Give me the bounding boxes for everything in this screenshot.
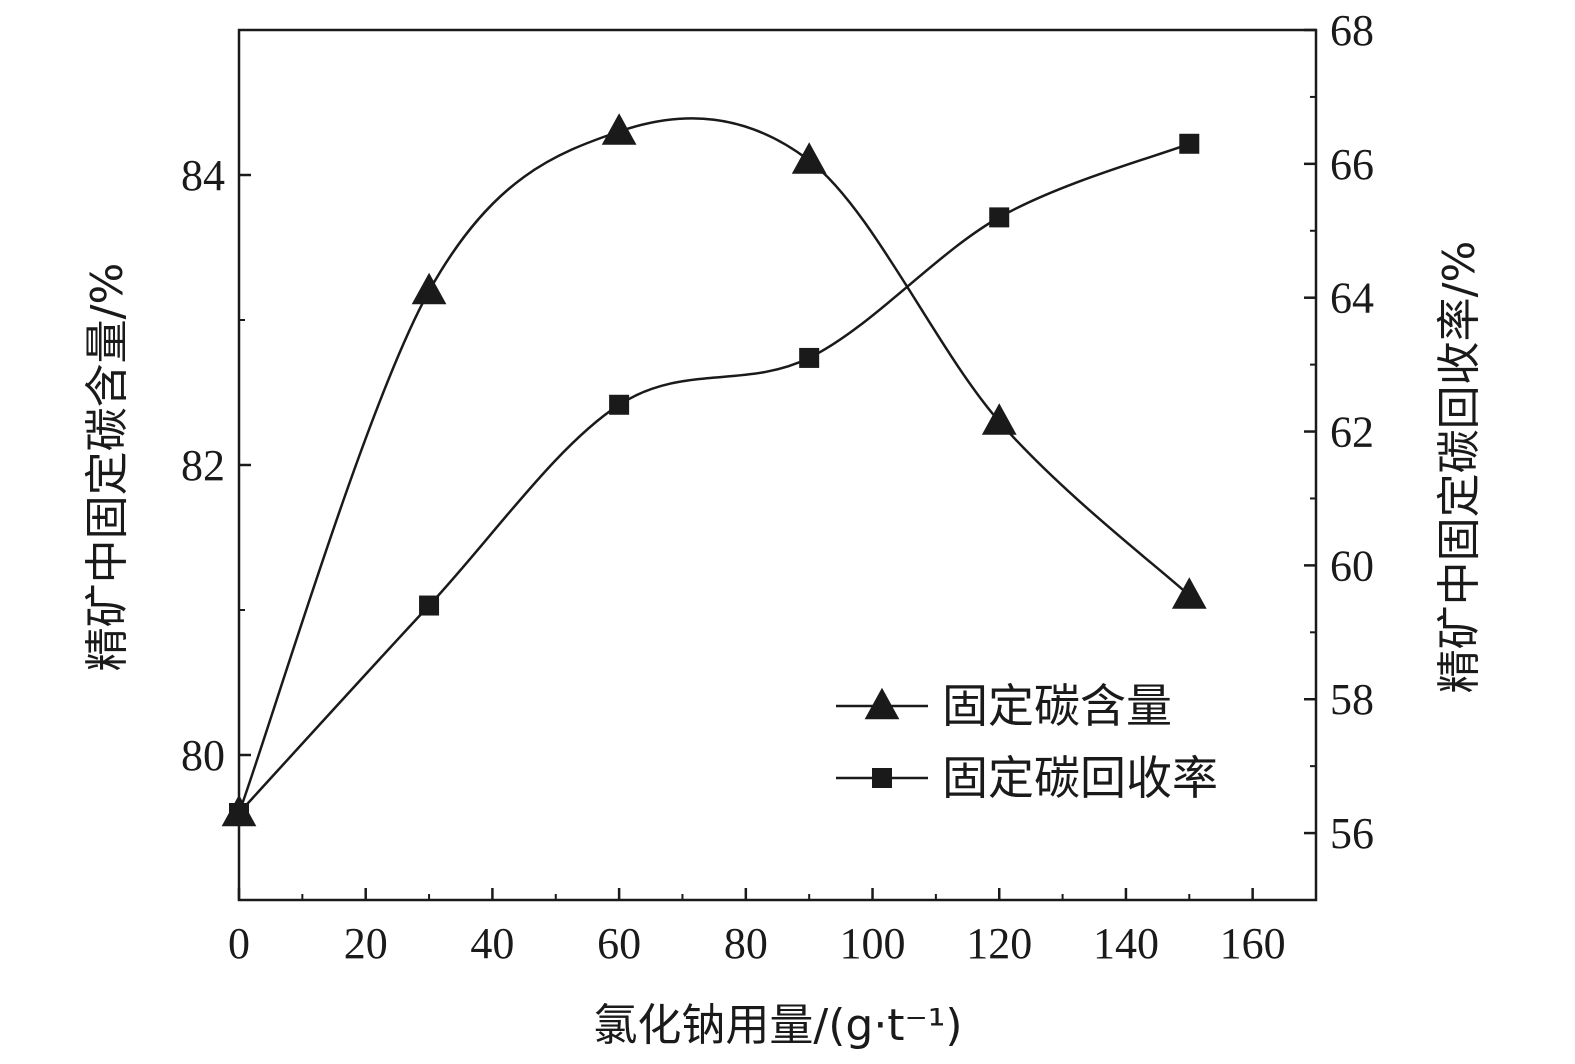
- x-tick-label: 0: [228, 919, 250, 968]
- x-axis-title: 氯化钠用量/(g·t⁻¹): [593, 1000, 962, 1051]
- series-line: [238, 142, 1190, 814]
- legend-marker: [872, 768, 892, 788]
- data-point: [799, 347, 820, 368]
- data-point: [411, 272, 447, 305]
- x-axis-ticks: 0 20 40 60 80 100 120 140 160: [228, 888, 1286, 968]
- data-point: [229, 803, 249, 823]
- x-tick-label: 120: [966, 919, 1032, 968]
- legend-item: 固定碳含量: [836, 679, 1172, 733]
- right-y-tick-label: 62: [1330, 408, 1374, 457]
- legend-marker: [864, 687, 900, 720]
- x-tick-label: 100: [840, 919, 906, 968]
- right-y-axis-ticks: 56 58 60 62 64 66 68: [1304, 6, 1374, 858]
- left-y-axis-ticks: 80 82 84: [181, 151, 251, 780]
- right-y-tick-label: 58: [1330, 675, 1374, 724]
- series-layer: [221, 113, 1207, 827]
- x-tick-label: 40: [470, 919, 514, 968]
- data-point: [601, 113, 637, 145]
- right-y-tick-label: 56: [1330, 809, 1374, 858]
- right-y-tick-label: 68: [1330, 6, 1374, 55]
- right-y-axis-title: 精矿中固定碳回收率/%: [1434, 241, 1485, 694]
- legend-label: 固定碳回收率: [942, 751, 1218, 805]
- x-tick-label: 60: [597, 919, 641, 968]
- left-y-tick-label: 80: [181, 731, 225, 780]
- data-point: [989, 207, 1010, 228]
- x-tick-label: 160: [1220, 919, 1286, 968]
- legend-label: 固定碳含量: [942, 679, 1172, 733]
- x-tick-label: 20: [344, 919, 388, 968]
- data-point: [981, 403, 1017, 435]
- right-y-tick-label: 66: [1330, 140, 1374, 189]
- data-point: [791, 142, 827, 174]
- series-carbon-recovery: [229, 133, 1200, 823]
- x-tick-label: 140: [1093, 919, 1159, 968]
- left-y-tick-label: 84: [181, 151, 225, 200]
- data-point: [1171, 577, 1207, 609]
- data-point: [419, 595, 440, 616]
- x-tick-label: 80: [724, 919, 768, 968]
- data-point: [1179, 133, 1200, 154]
- left-y-axis-title: 精矿中固定碳含量/%: [82, 263, 133, 672]
- right-y-tick-label: 64: [1330, 274, 1374, 323]
- left-y-tick-label: 82: [181, 441, 225, 490]
- right-y-tick-label: 60: [1330, 541, 1374, 590]
- data-point: [609, 394, 630, 415]
- legend-item: 固定碳回收率: [836, 751, 1218, 805]
